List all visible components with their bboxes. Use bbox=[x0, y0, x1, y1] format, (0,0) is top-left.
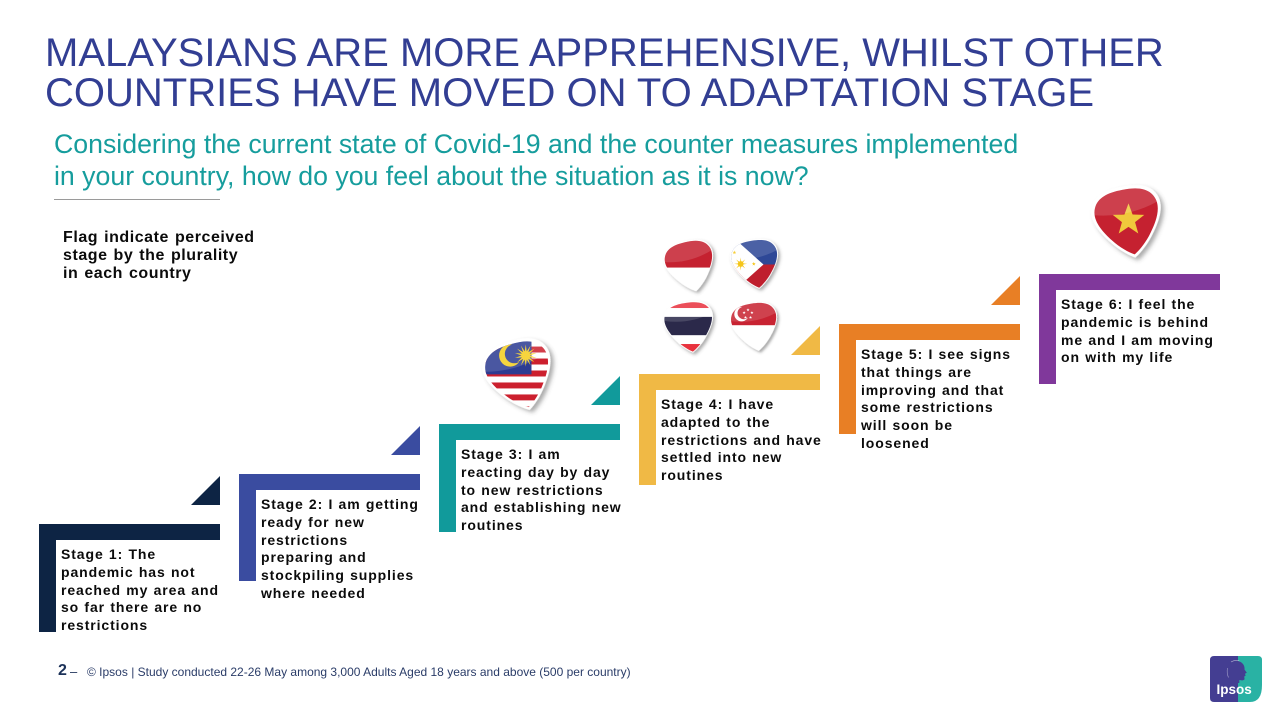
svg-text:Ipsos: Ipsos bbox=[1217, 682, 1252, 697]
